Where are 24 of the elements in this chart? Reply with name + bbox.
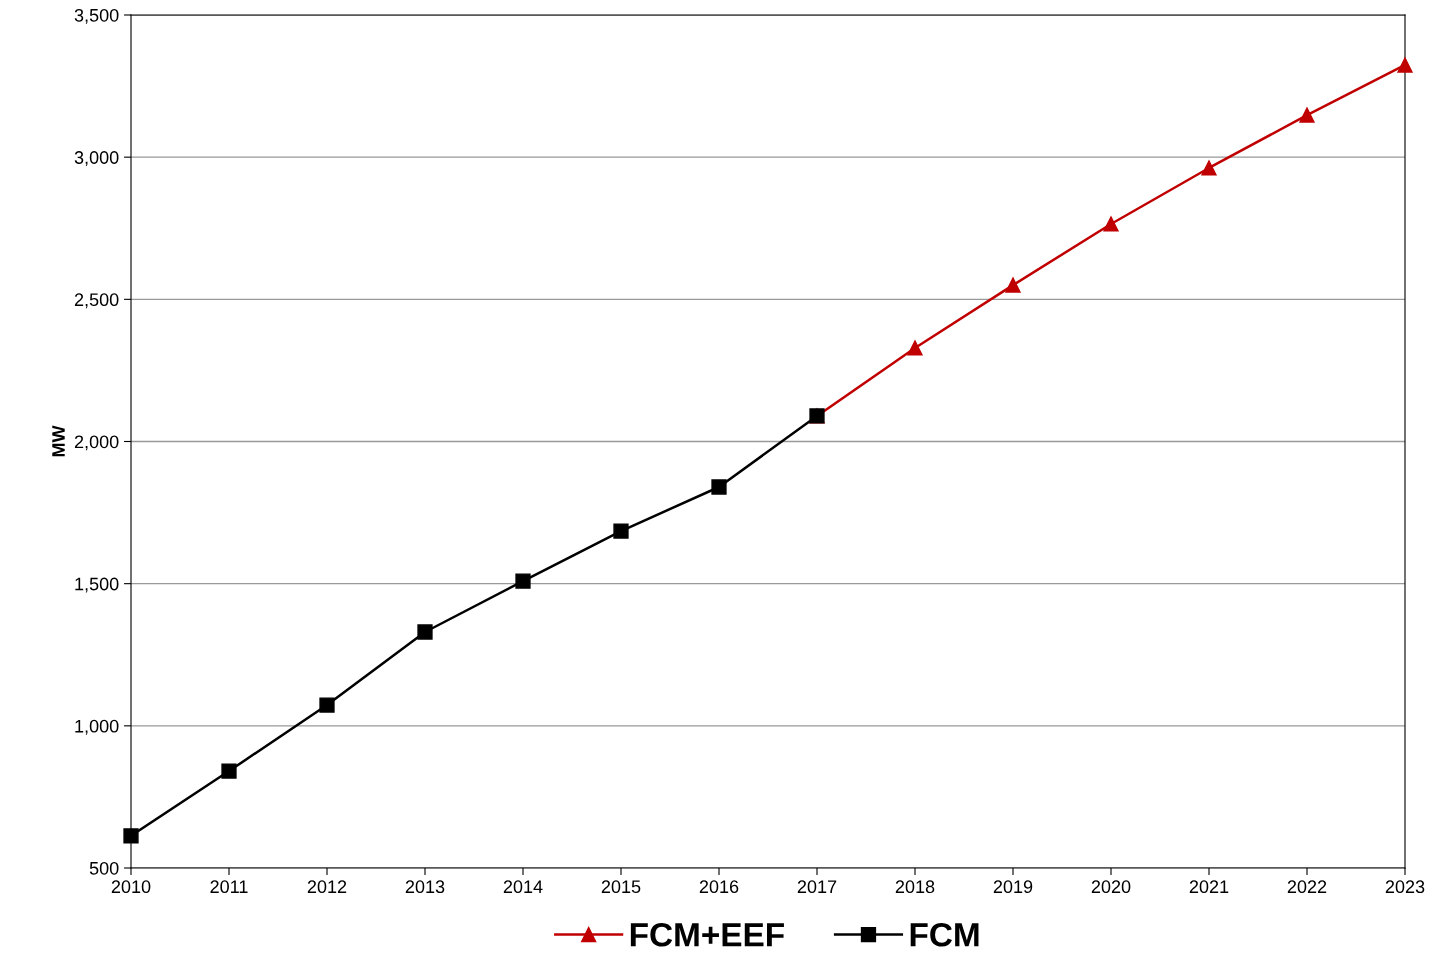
- legend-label: FCM: [910, 923, 979, 947]
- x-tick-label: 2015: [601, 880, 641, 894]
- x-tick-label: 2017: [797, 880, 837, 894]
- x-tick-label: 2021: [1189, 880, 1229, 894]
- y-tick-label: 2,500: [74, 293, 119, 309]
- x-tick-label: 2011: [210, 880, 248, 894]
- x-tick-label: 2013: [405, 880, 445, 894]
- x-tick-label: 2018: [895, 880, 935, 894]
- y-tick-label: 3,000: [74, 151, 119, 167]
- legend-label: FCM+EEF: [630, 923, 784, 947]
- x-tick-label: 2014: [503, 880, 543, 894]
- x-tick-label: 2012: [307, 880, 347, 894]
- x-tick-label: 2023: [1385, 880, 1425, 894]
- x-tick-label: 2016: [699, 880, 739, 894]
- y-tick-label: 2,000: [74, 435, 119, 451]
- y-tick-label: 500: [89, 861, 119, 875]
- x-tick-label: 2020: [1091, 880, 1131, 894]
- x-tick-label: 2010: [111, 880, 151, 894]
- x-tick-label: 2019: [993, 880, 1033, 894]
- y-axis-title: MW: [52, 425, 65, 457]
- x-tick-label: 2022: [1287, 880, 1327, 894]
- y-tick-label: 1,000: [75, 719, 119, 735]
- y-tick-label: 1,500: [75, 577, 119, 593]
- y-tick-label: 3,500: [74, 8, 119, 24]
